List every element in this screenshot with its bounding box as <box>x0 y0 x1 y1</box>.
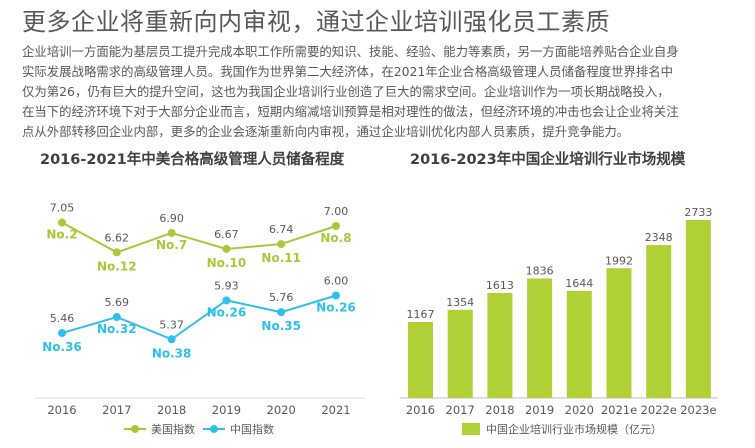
value-label: 5.76 <box>269 291 294 304</box>
paragraph-line: 仅为第26，仍有巨大的提升空间，这也为我国企业培训行业创造了巨大的需求空间。企业… <box>22 84 670 99</box>
paragraph-line: 在当下的经济环境下对于大部分企业而言，短期内缩减培训预算是相对理性的做法，但经济… <box>22 104 679 119</box>
x-tick-label: 2016 <box>406 403 435 417</box>
rank-label: No.26 <box>207 305 247 319</box>
rank-label: No.12 <box>97 259 137 273</box>
legend-line-marker-icon <box>203 425 225 433</box>
value-label: 5.37 <box>159 318 184 331</box>
x-tick-label: 2017 <box>102 403 131 417</box>
x-tick-label: 2021e <box>601 403 637 417</box>
value-label: 6.62 <box>105 231 130 244</box>
us-index-line <box>61 221 337 254</box>
legend-line-marker-icon <box>124 425 146 433</box>
us-data-point <box>167 228 176 237</box>
bar-value-label: 1644 <box>565 277 593 290</box>
legend-item-china: 中国指数 <box>203 421 274 437</box>
x-tick-label: 2021 <box>321 403 350 417</box>
china-data-point <box>277 308 286 317</box>
china-data-point <box>222 296 231 305</box>
china-data-point <box>167 335 176 344</box>
paragraph-line: 点从外部转移回企业内部，更多的企业会逐渐重新向内审视，通过企业培训优化内部人员素… <box>22 124 630 139</box>
us-data-point <box>332 222 340 230</box>
us-data-point <box>277 240 286 249</box>
legend-label: 中国指数 <box>230 423 274 436</box>
rank-label: No.26 <box>316 301 356 315</box>
rank-label: No.35 <box>261 319 301 333</box>
page-title: 更多企业将重新向内审视，通过企业培训强化员工素质 <box>22 8 610 36</box>
x-tick-label: 2020 <box>565 403 594 417</box>
china-index-line <box>61 294 337 341</box>
bar-value-label: 1613 <box>486 279 514 292</box>
us-data-point <box>222 244 231 253</box>
x-tick-label: 2019 <box>212 403 241 417</box>
value-label: 5.46 <box>50 312 75 325</box>
bar-value-label: 2348 <box>645 231 673 244</box>
china-data-point <box>112 313 121 322</box>
us-data-point <box>112 248 121 257</box>
x-tick-label: 2022e <box>641 403 677 417</box>
line-chart-legend: 美国指数 中国指数 <box>124 421 282 437</box>
legend-item-market-size: 中国企业培训行业市场规模（亿元） <box>462 421 662 437</box>
value-label: 6.74 <box>269 223 294 236</box>
value-label: 6.90 <box>159 212 184 225</box>
x-tick-label: 2018 <box>157 403 186 417</box>
bar-value-label: 1992 <box>605 254 633 267</box>
rank-label: No.10 <box>207 256 247 270</box>
x-tick-label: 2018 <box>485 403 514 417</box>
market-size-bar <box>487 292 513 398</box>
market-size-bar <box>685 220 711 398</box>
market-size-bar <box>408 321 433 398</box>
rank-label: No.2 <box>46 228 77 242</box>
value-label: 6.00 <box>324 275 349 288</box>
value-label: 5.69 <box>105 296 130 309</box>
market-size-bar <box>646 245 672 398</box>
paragraph-line: 实际发展战略需求的高级管理人员。我国作为世界第二大经济体，在2021年企业合格高… <box>22 64 674 79</box>
value-label: 5.93 <box>214 279 239 292</box>
x-tick-label: 2023e <box>680 403 716 417</box>
rank-label: No.7 <box>156 238 187 252</box>
x-tick-label: 2019 <box>525 403 554 417</box>
bar-chart-legend: 中国企业培训行业市场规模（亿元） <box>462 421 670 437</box>
bar-chart-title: 2016-2023年中国企业培训行业市场规模 <box>410 152 686 168</box>
value-label: 7.00 <box>324 205 349 218</box>
line-chart-title: 2016-2021年中美合格高级管理人员储备程度 <box>40 152 345 168</box>
market-size-bar <box>447 309 473 398</box>
rank-label: No.36 <box>42 340 82 354</box>
rank-label: No.11 <box>261 251 301 265</box>
value-label: 7.05 <box>50 202 75 215</box>
x-tick-label: 2020 <box>267 403 296 417</box>
market-size-bar <box>606 268 632 398</box>
x-tick-label: 2017 <box>446 403 475 417</box>
bar-value-label: 1167 <box>407 308 435 321</box>
china-data-point <box>332 291 340 300</box>
legend-label: 中国企业培训行业市场规模（亿元） <box>486 423 662 436</box>
legend-item-us: 美国指数 <box>124 421 195 437</box>
market-size-bar <box>527 278 553 398</box>
bar-value-label: 2733 <box>684 206 712 219</box>
china-data-point <box>58 329 66 338</box>
legend-swatch-icon <box>462 423 480 435</box>
bar-value-label: 1354 <box>446 296 474 309</box>
rank-label: No.8 <box>320 231 351 245</box>
market-size-bar <box>566 290 592 398</box>
value-label: 6.67 <box>214 228 239 241</box>
legend-label: 美国指数 <box>151 423 195 436</box>
rank-label: No.38 <box>152 346 192 360</box>
rank-label: No.32 <box>97 322 137 336</box>
us-data-point <box>58 218 66 227</box>
paragraph-line: 企业培训一方面能为基层员工提升完成本职工作所需要的知识、技能、经验、能力等素质，… <box>22 44 679 59</box>
x-tick-label: 2016 <box>47 403 76 417</box>
bar-value-label: 1836 <box>526 264 554 277</box>
intro-paragraph: 企业培训一方面能为基层员工提升完成本职工作所需要的知识、技能、经验、能力等素质，… <box>22 42 747 142</box>
